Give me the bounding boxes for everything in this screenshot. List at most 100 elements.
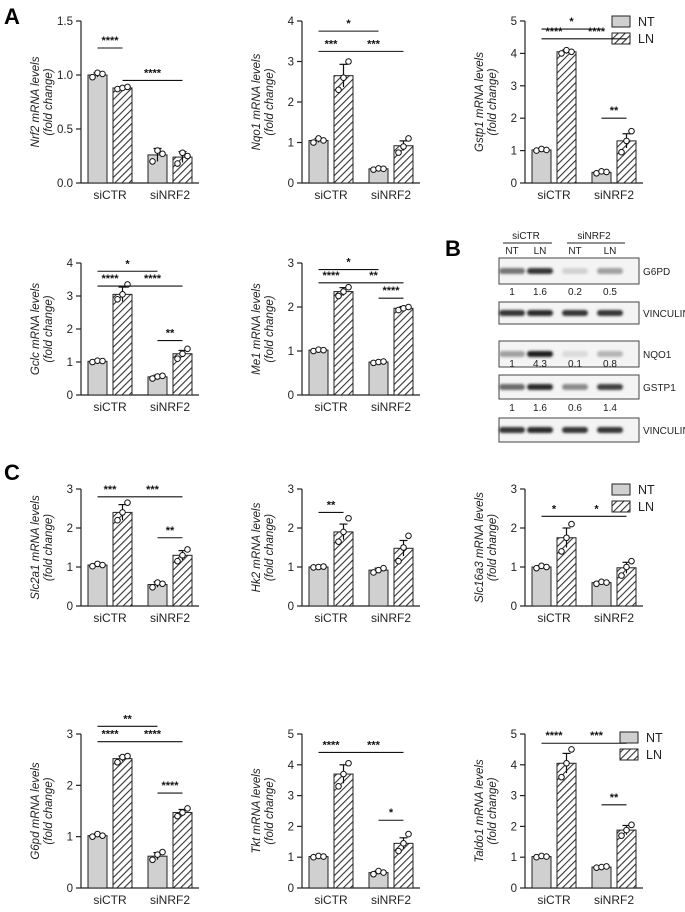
y-tick-label: 1 — [67, 562, 73, 574]
blot-quant-value: 0.8 — [603, 359, 617, 370]
y-axis-label: Gclc mRNA levels — [30, 283, 42, 375]
blot-band — [562, 268, 588, 274]
x-category-label: siCTR — [537, 611, 571, 625]
bar-ln — [616, 829, 637, 889]
significance-label: *** — [590, 730, 604, 742]
y-tick-label: 1 — [288, 562, 294, 574]
significance-label: **** — [101, 35, 119, 47]
panel-letter-c: C — [4, 460, 20, 485]
x-category-label: siCTR — [314, 188, 348, 202]
y-axis-label: Me1 mRNA levels — [251, 283, 263, 375]
data-point — [405, 830, 412, 838]
legend-nt-swatch — [619, 731, 639, 744]
data-point — [124, 499, 131, 506]
legend-nt-swatch — [611, 483, 631, 496]
legend-nt-label: NT — [638, 483, 655, 497]
significance-label: **** — [101, 729, 119, 741]
y-tick-label: 5 — [288, 729, 294, 741]
bar-ln — [393, 307, 414, 396]
data-point — [405, 532, 412, 540]
blot-lane-label: LN — [604, 246, 617, 257]
data-point — [174, 557, 181, 565]
x-category-label: siCTR — [314, 893, 348, 907]
y-tick-label: 1 — [288, 852, 294, 864]
y-tick-label: 0.5 — [57, 124, 73, 136]
data-point — [159, 580, 166, 588]
chart-nrf2: 0.0 0.5 1.0 1.5 Nrf2 mRNA levels (fold change… — [30, 16, 199, 202]
significance-label: **** — [545, 26, 563, 38]
y-tick-label: 2 — [67, 780, 73, 792]
data-point — [395, 557, 402, 565]
significance-label: * — [594, 503, 599, 515]
blot-band — [597, 384, 623, 390]
data-point — [320, 137, 327, 144]
data-point — [345, 58, 352, 65]
bar-nt — [87, 74, 108, 184]
legend-top: NT LN — [611, 15, 655, 46]
bar-nt — [308, 566, 329, 607]
data-point — [603, 863, 610, 870]
blot-band — [499, 268, 525, 274]
data-point — [603, 168, 610, 176]
data-point — [335, 292, 342, 300]
y-tick-label: 3 — [288, 484, 294, 496]
y-axis-label-unit: (fold change) — [264, 777, 276, 844]
y-tick-label: 3 — [288, 258, 294, 270]
significance-label: * — [389, 807, 394, 819]
y-axis-label: Nrf2 mRNA levels — [30, 56, 42, 147]
legend-nt-label: NT — [646, 731, 663, 745]
data-point — [395, 149, 402, 156]
y-tick-label: 3 — [288, 57, 294, 69]
significance-label: ** — [369, 270, 378, 282]
bar-nt — [531, 149, 552, 184]
x-category-label: siNRF2 — [594, 893, 634, 907]
y-tick-label: 0 — [288, 883, 294, 895]
data-point — [154, 851, 161, 858]
significance-label: **** — [322, 739, 340, 751]
significance-label: * — [569, 16, 574, 28]
data-point — [340, 528, 347, 536]
significance-label: **** — [588, 26, 606, 38]
data-point — [159, 848, 166, 856]
data-point — [335, 783, 342, 790]
blot-quant-value: 0.5 — [603, 287, 617, 298]
y-tick-label: 4 — [288, 16, 295, 28]
data-point — [405, 135, 412, 142]
bar-nt — [87, 360, 108, 396]
data-point — [99, 70, 106, 78]
data-point — [400, 840, 407, 847]
y-axis-label: Gstp1 mRNA levels — [474, 52, 486, 152]
legend-c-bottom: NT LN — [619, 731, 663, 762]
significance-label: ** — [166, 525, 175, 537]
y-tick-label: 1 — [67, 357, 73, 369]
y-tick-label: 4 — [67, 258, 74, 270]
bar-ln — [393, 547, 414, 607]
data-point — [543, 146, 550, 154]
data-point — [89, 73, 96, 81]
chart-hk2: 0 1 2 3 Hk2 mRNA levels (fold change) siCTR siN… — [251, 484, 420, 625]
y-tick-label: 0 — [511, 178, 517, 190]
bar-ln — [333, 291, 354, 396]
legend-nt-label: NT — [638, 15, 655, 29]
data-point — [628, 127, 635, 135]
data-point — [174, 160, 181, 167]
data-point — [340, 288, 347, 295]
y-axis-label: Slc16a3 mRNA levels — [474, 492, 486, 603]
y-axis-label: G6pd mRNA levels — [30, 762, 42, 860]
blot-band — [499, 384, 525, 390]
data-point — [179, 350, 186, 358]
data-point — [320, 563, 327, 570]
significance-label: **** — [101, 273, 119, 285]
data-point — [179, 809, 186, 816]
y-tick-label: 0 — [67, 390, 73, 402]
bar-nt — [308, 139, 329, 184]
x-category-label: siCTR — [537, 188, 571, 202]
y-tick-label: 1 — [288, 346, 294, 358]
data-point — [568, 746, 575, 753]
y-tick-label: 0 — [511, 601, 517, 613]
significance-label: **** — [144, 729, 162, 741]
bar-ln — [112, 758, 133, 889]
significance-label: *** — [104, 484, 118, 496]
